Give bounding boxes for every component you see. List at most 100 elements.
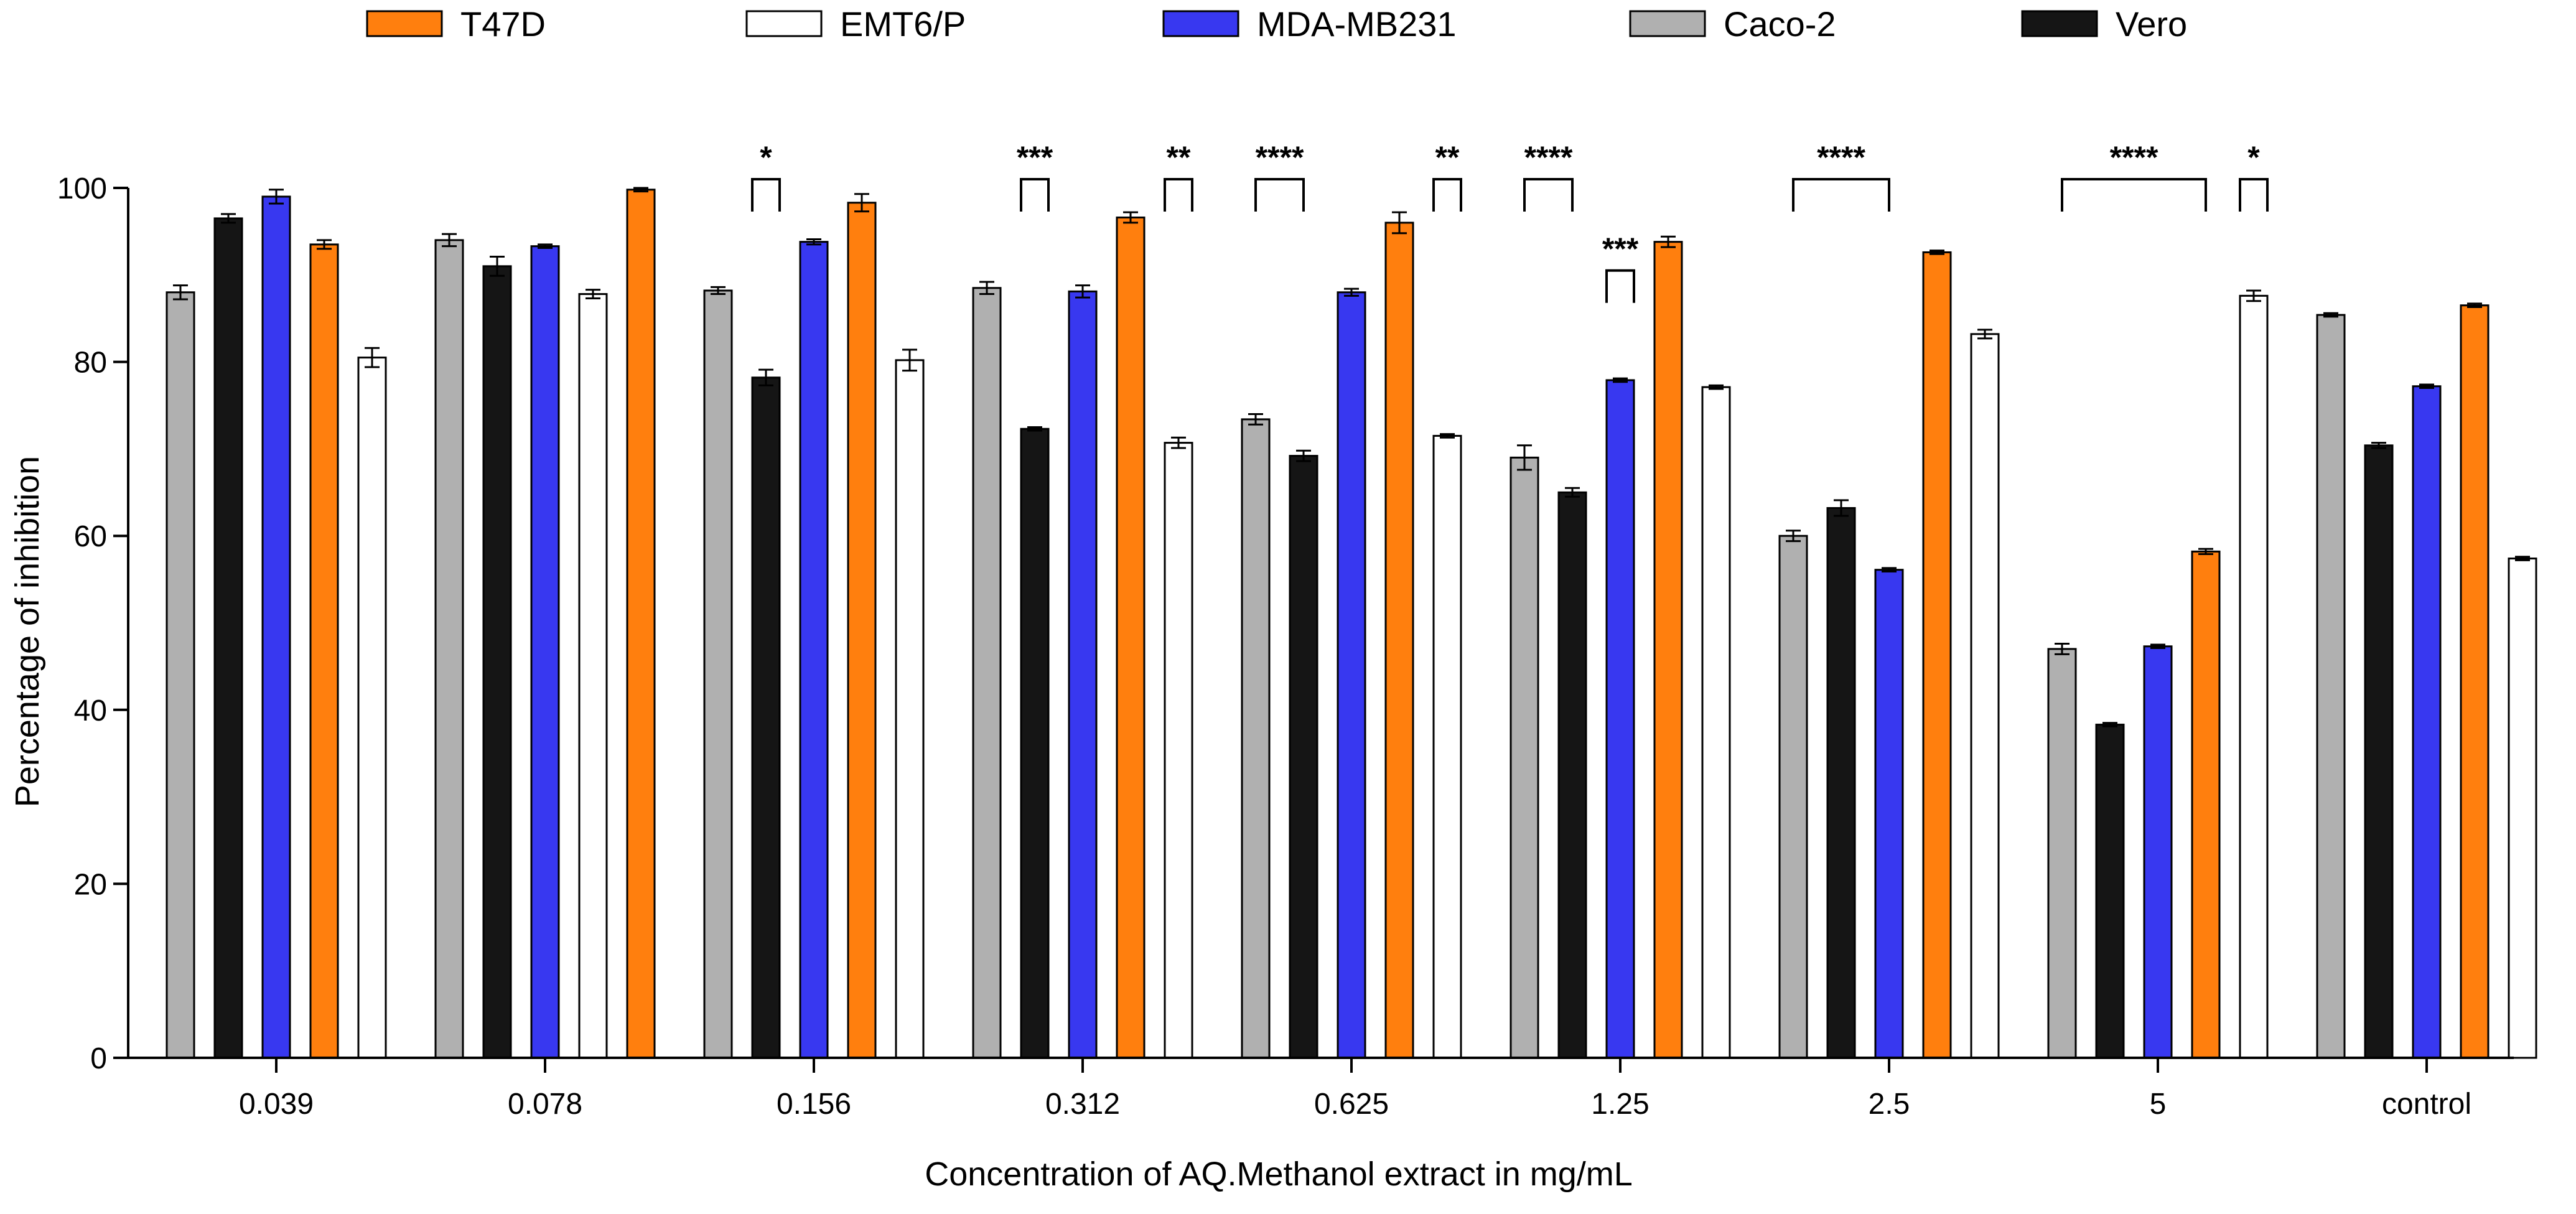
bar-group-control (2316, 302, 2537, 1059)
bar-0-312-emt6-p (1164, 442, 1193, 1059)
bar-group-1-25 (1510, 235, 1731, 1059)
bar-control-mda-mb231 (2412, 385, 2442, 1059)
x-tick-label-0-625: 0.625 (1314, 1088, 1389, 1121)
y-tick-label-60: 60 (74, 520, 107, 553)
significance-label-6: **** (1524, 140, 1573, 175)
bar-0-625-t47d (1384, 222, 1414, 1059)
bars (166, 187, 2537, 1059)
x-axis-title: Concentration of AQ.Methanol extract in … (925, 1156, 1633, 1193)
bar-control-vero (2364, 444, 2394, 1059)
bar-group-5 (2047, 289, 2269, 1059)
significance-1: * (751, 140, 781, 212)
bar-0-078-caco-2 (434, 239, 464, 1059)
significance-label-10: * (2247, 140, 2260, 175)
significance-bracket-5 (1432, 178, 1462, 212)
x-tick-label-0-039: 0.039 (239, 1088, 314, 1121)
bar-5-mda-mb231 (2143, 645, 2173, 1059)
bar-0-625-vero (1289, 455, 1318, 1059)
bar-0-039-mda-mb231 (261, 195, 291, 1059)
bar-1-25-emt6-p (1701, 386, 1731, 1059)
bar-control-caco-2 (2316, 314, 2346, 1059)
bar-group-0-625 (1241, 211, 1462, 1059)
legend-swatch-emt6-p (745, 10, 823, 37)
bar-control-t47d (2460, 304, 2490, 1059)
bar-1-25-caco-2 (1510, 456, 1539, 1059)
significance-bracket-10 (2239, 178, 2269, 212)
bar-0-078-mda-mb231 (530, 245, 560, 1059)
legend: T47D EMT6/P MDA-MB231 Caco-2 Vero (366, 4, 2187, 44)
significance-label-9: **** (2110, 140, 2158, 175)
legend-label-caco-2: Caco-2 (1724, 4, 1836, 44)
bar-1-25-t47d (1653, 241, 1683, 1059)
significance-label-2: *** (1017, 140, 1053, 175)
significance-3: ** (1164, 140, 1193, 212)
bar-0-039-emt6-p (357, 357, 387, 1059)
bar-group-0-039 (166, 189, 387, 1059)
legend-label-vero: Vero (2116, 4, 2187, 44)
x-tick-label-0-156: 0.156 (777, 1088, 851, 1121)
significance-bracket-4 (1254, 178, 1305, 212)
bar-0-039-caco-2 (166, 291, 195, 1059)
significance-8: **** (1792, 140, 1890, 212)
bar-0-156-caco-2 (703, 289, 733, 1059)
bar-2-5-vero (1826, 507, 1856, 1059)
x-tick-label-1-25: 1.25 (1591, 1088, 1649, 1121)
significance-5: ** (1432, 140, 1462, 212)
significance-label-4: **** (1256, 140, 1304, 175)
significance-bracket-2 (1020, 178, 1050, 212)
bar-0-625-caco-2 (1241, 418, 1271, 1059)
bar-2-5-t47d (1922, 251, 1952, 1059)
bar-0-312-caco-2 (972, 287, 1002, 1059)
bar-control-emt6-p (2508, 558, 2537, 1059)
significance-9: **** (2061, 140, 2207, 212)
bar-5-vero (2095, 724, 2125, 1059)
bar-0-078-t47d (626, 189, 656, 1059)
axes: 0 20 40 60 80 100 0.039 0.078 0.156 0.312 0.625 1.2… (57, 172, 2514, 1121)
bar-group-0-156 (703, 193, 925, 1059)
bar-0-039-vero (213, 217, 243, 1059)
legend-swatch-vero (2021, 10, 2098, 37)
bar-0-156-t47d (847, 202, 877, 1059)
bar-group-2-5 (1778, 250, 2000, 1059)
y-tick-label-40: 40 (74, 694, 107, 727)
legend-label-mda-mb231: MDA-MB231 (1257, 4, 1457, 44)
legend-swatch-mda-mb231 (1162, 10, 1239, 37)
y-tick-label-80: 80 (74, 347, 107, 380)
bar-0-625-emt6-p (1432, 434, 1462, 1059)
x-tick-label-control: control (2382, 1088, 2471, 1121)
bar-0-039-t47d (309, 243, 339, 1059)
significance-bracket-1 (751, 178, 781, 212)
bar-0-312-mda-mb231 (1068, 290, 1098, 1059)
bar-0-156-vero (751, 376, 781, 1059)
significance-label-7: *** (1602, 231, 1639, 266)
y-axis-title: Percentage of inhibition (9, 456, 46, 807)
y-tick-label-100: 100 (57, 172, 107, 205)
bar-1-25-mda-mb231 (1605, 379, 1635, 1059)
x-tick-label-5: 5 (2150, 1088, 2167, 1121)
significance-4: **** (1254, 140, 1305, 212)
bar-5-emt6-p (2239, 294, 2269, 1059)
legend-label-t47d: T47D (460, 4, 546, 44)
bar-1-25-vero (1557, 491, 1587, 1059)
significance-7: *** (1602, 231, 1639, 303)
legend-swatch-t47d (366, 10, 443, 37)
bar-0-312-t47d (1116, 217, 1146, 1059)
bar-0-312-vero (1020, 427, 1050, 1059)
significance-10: * (2239, 140, 2269, 212)
significance-label-1: * (760, 140, 772, 175)
significance-annotations: * *** ** **** ** *********** **** * (751, 140, 2269, 303)
y-tick-label-0: 0 (90, 1042, 107, 1075)
significance-label-3: ** (1167, 140, 1191, 175)
bar-2-5-emt6-p (1970, 333, 2000, 1059)
significance-bracket-8 (1792, 178, 1890, 212)
significance-bracket-3 (1164, 178, 1193, 212)
bar-0-625-mda-mb231 (1337, 291, 1366, 1059)
legend-label-emt6-p: EMT6/P (840, 4, 966, 44)
legend-swatch-caco-2 (1629, 10, 1706, 37)
significance-bracket-7 (1605, 269, 1635, 303)
bar-5-caco-2 (2047, 648, 2077, 1059)
significance-bracket-9 (2061, 178, 2207, 212)
bar-0-156-mda-mb231 (799, 241, 829, 1059)
